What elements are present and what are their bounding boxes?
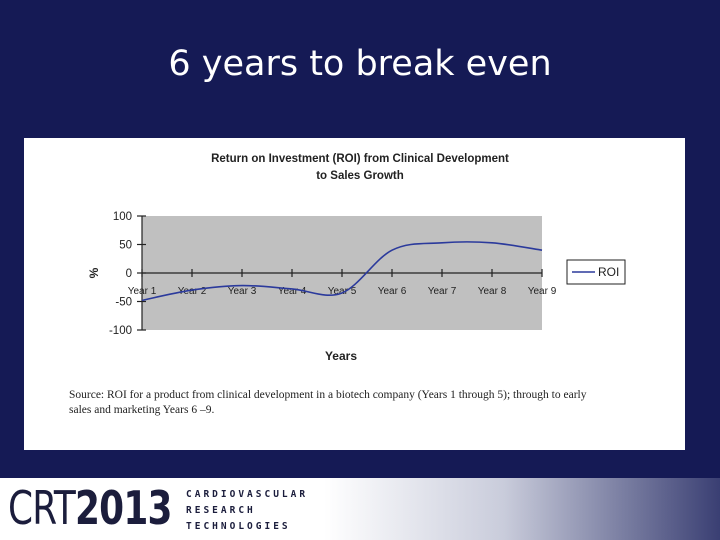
x-tick-label: Year 5: [328, 286, 357, 297]
roi-chart: Return on Investment (ROI) from Clinical…: [87, 153, 626, 363]
x-tick-label: Year 6: [378, 286, 407, 297]
source-note-line-1: Source: ROI for a product from clinical …: [69, 389, 587, 401]
logo-line-cardiovascular: CARDIOVASCULAR: [186, 489, 309, 500]
series-line-roi: [141, 241, 543, 302]
logo-year: 2013: [74, 481, 173, 535]
x-axis: Year 1 Year 2 Year 3 Year 4 Year 5 Year 6 Year…: [128, 269, 557, 297]
slide-title: 6 years to break even: [168, 44, 552, 84]
source-note: Source: ROI for a product from clinical …: [69, 388, 649, 418]
logo-subtitle: CARDIOVASCULAR RESEARCH TECHNOLOGIES: [186, 487, 308, 535]
source-note-line-2: sales and marketing Years 6 –9.: [69, 404, 215, 416]
footer-banner: CRT2013 CARDIOVASCULAR RESEARCH TECHNOLO…: [0, 478, 720, 540]
y-tick-label: 100: [113, 211, 132, 223]
x-tick-label: Year 7: [428, 286, 457, 297]
logo-line-technologies: TECHNOLOGIES: [186, 521, 291, 532]
y-tick-label: 0: [126, 268, 132, 280]
x-tick-label: Year 1: [128, 286, 157, 297]
crt-logo: CRT2013: [8, 481, 172, 535]
x-axis-label: Years: [325, 349, 357, 363]
x-tick-label: Year 4: [278, 286, 307, 297]
y-tick-label: -100: [109, 325, 132, 337]
legend: ROI: [566, 259, 626, 285]
x-tick-label: Year 2: [178, 286, 207, 297]
x-tick-label: Year 3: [228, 286, 257, 297]
legend-label-roi: ROI: [598, 265, 619, 279]
chart-title-line-1: Return on Investment (ROI) from Clinical…: [211, 153, 509, 165]
y-tick-label: -50: [115, 297, 132, 309]
chart-title-line-2: to Sales Growth: [316, 170, 404, 182]
y-tick-label: 50: [119, 240, 132, 252]
x-tick-label: Year 8: [478, 286, 507, 297]
logo-prefix: CRT: [8, 481, 76, 535]
chart-panel: Return on Investment (ROI) from Clinical…: [24, 138, 685, 450]
y-axis: 100 50 0 -50 -100: [109, 211, 146, 337]
logo-line-research: RESEARCH: [186, 505, 256, 516]
y-axis-label: %: [87, 267, 101, 278]
x-tick-label: Year 9: [528, 286, 557, 297]
